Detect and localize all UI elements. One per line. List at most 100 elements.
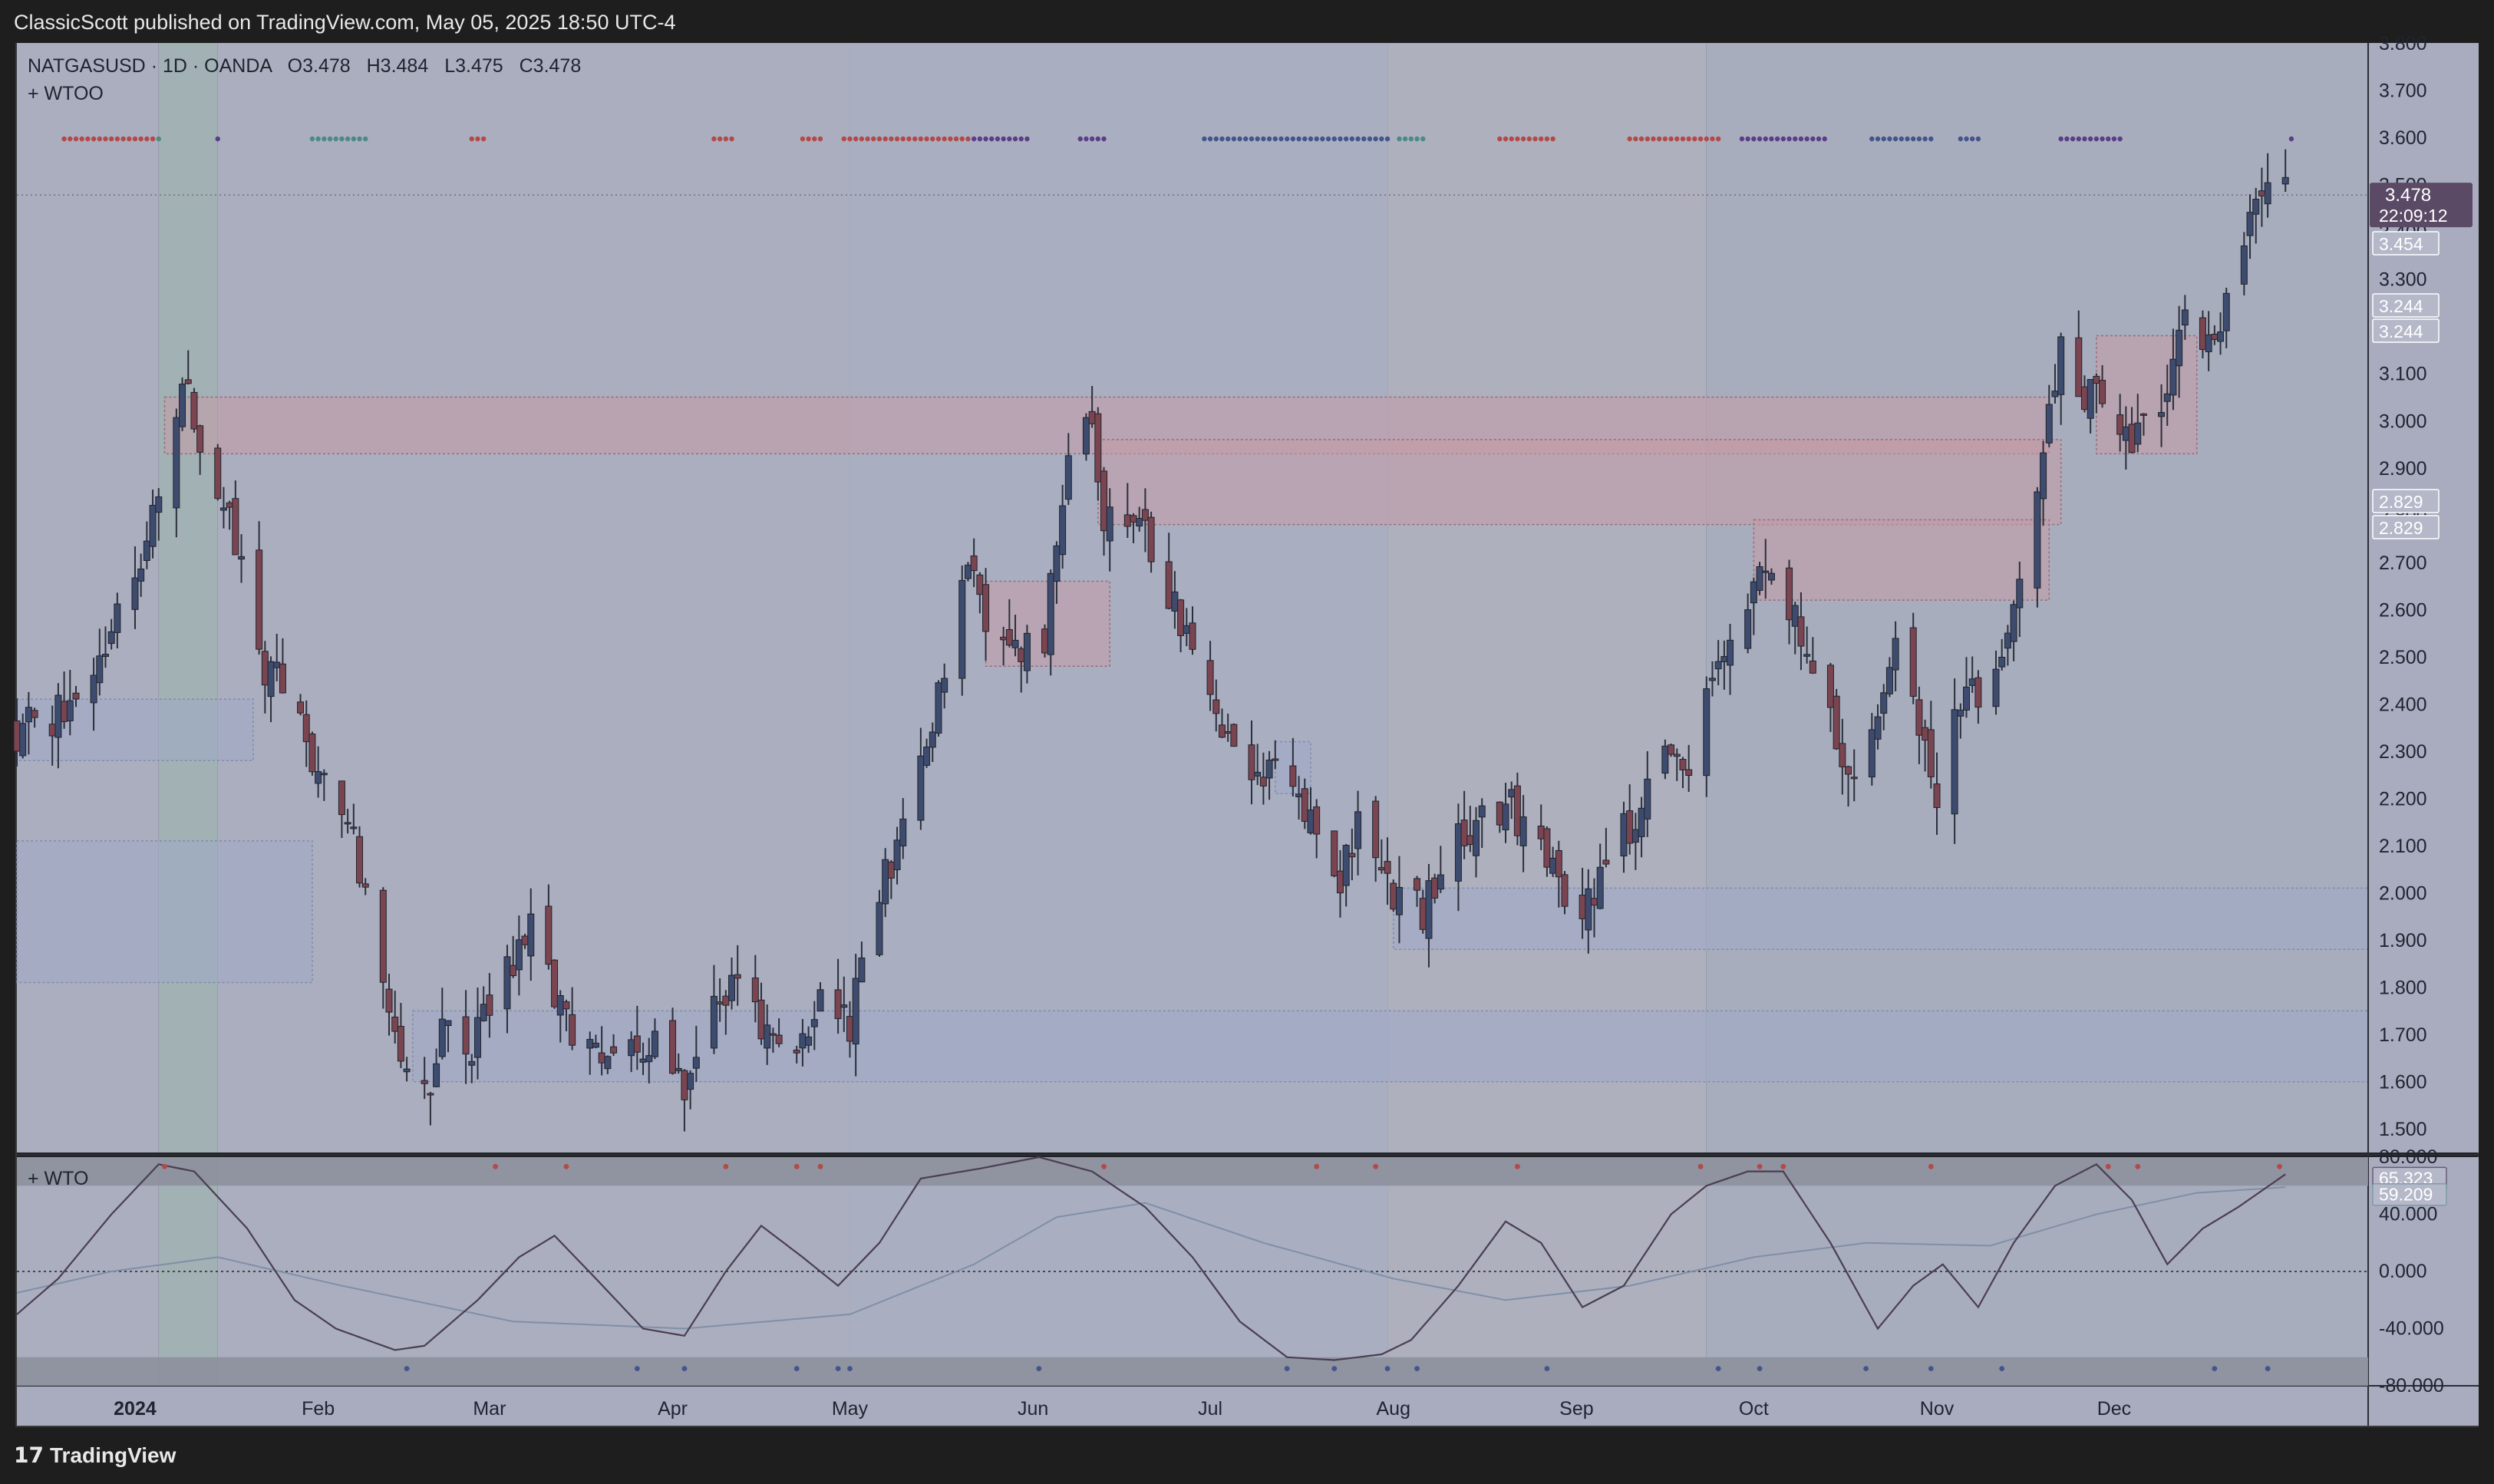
bear-candle[interactable]	[970, 555, 978, 572]
bear-candle[interactable]	[1390, 882, 1397, 910]
bear-candle[interactable]	[2080, 386, 2088, 411]
bull-candle[interactable]	[2016, 579, 2024, 608]
bear-candle[interactable]	[1679, 759, 1687, 770]
bear-candle[interactable]	[1206, 660, 1214, 695]
bear-candle[interactable]	[1177, 599, 1185, 636]
bull-candle[interactable]	[1478, 805, 1486, 818]
bear-candle[interactable]	[13, 720, 21, 752]
bull-candle[interactable]	[173, 417, 180, 509]
bear-candle[interactable]	[510, 965, 517, 977]
bull-candle[interactable]	[527, 913, 535, 957]
bull-candle[interactable]	[1750, 581, 1757, 604]
bull-candle[interactable]	[1064, 455, 1072, 500]
bear-candle[interactable]	[846, 1016, 853, 1042]
bull-candle[interactable]	[1047, 572, 1054, 655]
bull-candle[interactable]	[1998, 656, 2006, 668]
bull-candle[interactable]	[1703, 688, 1711, 777]
bull-candle[interactable]	[1082, 417, 1090, 455]
bear-candle[interactable]	[834, 989, 842, 1020]
bear-candle[interactable]	[1974, 677, 1982, 708]
bull-candle[interactable]	[1892, 638, 1899, 671]
bull-candle[interactable]	[805, 1036, 813, 1046]
bull-candle[interactable]	[556, 995, 564, 1016]
bear-candle[interactable]	[1673, 754, 1681, 757]
bear-candle[interactable]	[793, 1049, 800, 1054]
bear-candle[interactable]	[1839, 743, 1846, 767]
bull-candle[interactable]	[1053, 545, 1061, 582]
bear-candle[interactable]	[681, 1070, 688, 1100]
bear-candle[interactable]	[1602, 859, 1610, 865]
bear-candle[interactable]	[2093, 375, 2100, 384]
bull-candle[interactable]	[1803, 654, 1811, 657]
bull-candle[interactable]	[1744, 609, 1752, 649]
bear-candle[interactable]	[1850, 777, 1858, 780]
bull-candle[interactable]	[2134, 422, 2142, 445]
bull-candle[interactable]	[639, 1058, 647, 1063]
bear-candle[interactable]	[2211, 333, 2219, 340]
bull-candle[interactable]	[604, 1056, 612, 1070]
bull-candle[interactable]	[438, 1018, 446, 1057]
bull-candle[interactable]	[2222, 292, 2230, 331]
bear-candle[interactable]	[361, 883, 369, 888]
bull-candle[interactable]	[1023, 632, 1031, 671]
bull-candle[interactable]	[473, 1017, 481, 1058]
bull-candle[interactable]	[1519, 816, 1527, 846]
bear-candle[interactable]	[521, 935, 529, 945]
bear-candle[interactable]	[379, 889, 387, 983]
bull-candle[interactable]	[1868, 729, 1875, 778]
bull-candle[interactable]	[1473, 819, 1480, 856]
bull-candle[interactable]	[1727, 639, 1734, 666]
bull-candle[interactable]	[2176, 329, 2183, 367]
bull-candle[interactable]	[1136, 518, 1143, 527]
indicator-name[interactable]: + WTOO	[28, 83, 104, 104]
bull-candle[interactable]	[687, 1073, 694, 1090]
bear-candle[interactable]	[31, 710, 38, 718]
bull-candle[interactable]	[1596, 866, 1604, 909]
bear-candle[interactable]	[1933, 783, 1941, 808]
bear-candle[interactable]	[1909, 627, 1917, 697]
bull-candle[interactable]	[692, 1057, 700, 1069]
bear-candle[interactable]	[214, 447, 222, 500]
bear-candle[interactable]	[190, 391, 198, 430]
bear-candle[interactable]	[1786, 567, 1793, 621]
bull-candle[interactable]	[2252, 199, 2260, 215]
bull-candle[interactable]	[1957, 709, 1965, 717]
bear-candle[interactable]	[1496, 801, 1503, 826]
bear-candle[interactable]	[2075, 337, 2083, 397]
bull-candle[interactable]	[1756, 566, 1763, 591]
bear-candle[interactable]	[569, 1014, 576, 1046]
bear-candle[interactable]	[72, 692, 80, 700]
bull-candle[interactable]	[403, 1068, 411, 1073]
bear-candle[interactable]	[1543, 828, 1551, 868]
bear-candle[interactable]	[769, 1033, 777, 1036]
bull-candle[interactable]	[2158, 412, 2166, 417]
bear-candle[interactable]	[1685, 769, 1693, 777]
bull-candle[interactable]	[1762, 570, 1770, 573]
bear-candle[interactable]	[297, 701, 305, 714]
bear-candle[interactable]	[1431, 877, 1439, 899]
bear-candle[interactable]	[2128, 424, 2136, 453]
bear-candle[interactable]	[1927, 729, 1935, 777]
bull-candle[interactable]	[219, 507, 227, 511]
bear-candle[interactable]	[1165, 561, 1173, 609]
bull-candle[interactable]	[114, 603, 121, 633]
bull-candle[interactable]	[2034, 491, 2041, 589]
bull-candle[interactable]	[728, 974, 736, 1001]
bear-candle[interactable]	[1141, 509, 1149, 521]
bull-candle[interactable]	[964, 564, 972, 579]
bull-candle[interactable]	[179, 384, 186, 427]
bull-candle[interactable]	[1661, 745, 1669, 774]
bear-candle[interactable]	[1123, 514, 1131, 527]
bear-candle[interactable]	[982, 584, 990, 632]
bear-candle[interactable]	[1348, 852, 1356, 858]
bear-candle[interactable]	[1797, 616, 1805, 647]
bull-candle[interactable]	[2163, 393, 2171, 402]
bull-candle[interactable]	[764, 1024, 771, 1049]
bear-candle[interactable]	[421, 1080, 428, 1084]
bear-candle[interactable]	[751, 977, 759, 1003]
bull-candle[interactable]	[2205, 334, 2212, 352]
bear-candle[interactable]	[734, 974, 741, 979]
bull-candle[interactable]	[143, 540, 150, 561]
bear-candle[interactable]	[226, 502, 233, 508]
bear-candle[interactable]	[598, 1052, 605, 1064]
